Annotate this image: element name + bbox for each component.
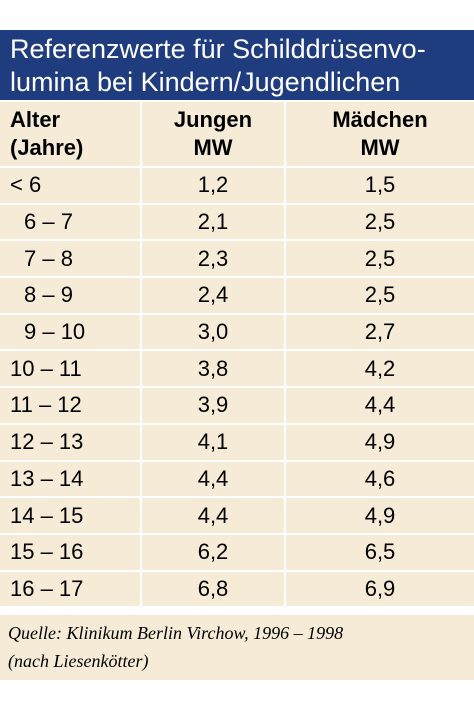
table-row: 6 – 7 2,1 2,5 <box>0 204 474 240</box>
source-line: Quelle: Klinikum Berlin Virchow, 1996 – … <box>8 623 344 643</box>
table-row: 16 – 17 6,8 6,9 <box>0 571 474 607</box>
table-cell: 4,6 <box>286 461 474 497</box>
header-text: Mädchen <box>332 107 428 132</box>
header-text: MW <box>360 135 400 160</box>
table-cell: 2,3 <box>142 241 284 277</box>
table-cell: 10 – 11 <box>0 351 140 387</box>
title-line: lumina bei Kindern/Jugendlichen <box>10 67 401 97</box>
table: Alter (Jahre) Jungen MW Mädchen MW < 6 1,2 1,5 6 … <box>0 102 474 608</box>
table-cell: 2,7 <box>286 314 474 350</box>
table-cell: 6,9 <box>286 571 474 607</box>
table-cell: 2,5 <box>286 241 474 277</box>
table-cell: 11 – 12 <box>0 388 140 423</box>
table-cell: 3,0 <box>142 314 284 350</box>
header-text: MW <box>193 135 233 160</box>
table-row: 7 – 8 2,3 2,5 <box>0 241 474 277</box>
table-cell: 12 – 13 <box>0 424 140 460</box>
table-cell: 1,2 <box>142 168 284 203</box>
table-cell: 3,8 <box>142 351 284 387</box>
header-text: (Jahre) <box>10 135 84 160</box>
table-row: 9 – 10 3,0 2,7 <box>0 314 474 350</box>
table-cell: 4,9 <box>286 424 474 460</box>
table-cell: 8 – 9 <box>0 278 140 313</box>
table-cell: 6 – 7 <box>0 204 140 240</box>
table-cell: 4,4 <box>142 498 284 533</box>
header-cell: Mädchen MW <box>286 102 474 166</box>
source: Quelle: Klinikum Berlin Virchow, 1996 – … <box>0 615 474 680</box>
table-cell: 14 – 15 <box>0 498 140 533</box>
header-cell: Jungen MW <box>142 102 284 166</box>
title-line: Referenzwerte für Schilddrüsenvo- <box>10 34 426 64</box>
table-cell: 6,5 <box>286 534 474 570</box>
table-cell: 13 – 14 <box>0 461 140 497</box>
table-row: 13 – 14 4,4 4,6 <box>0 461 474 497</box>
table-cell: 16 – 17 <box>0 571 140 607</box>
table-row: < 6 1,2 1,5 <box>0 168 474 203</box>
table-cell: 2,5 <box>286 278 474 313</box>
table-cell: 4,1 <box>142 424 284 460</box>
source-line: (nach Liesenkötter) <box>8 651 149 671</box>
header-cell: Alter (Jahre) <box>0 102 140 166</box>
table-cell: 15 – 16 <box>0 534 140 570</box>
header-row: Alter (Jahre) Jungen MW Mädchen MW <box>0 102 474 166</box>
title: Referenzwerte für Schilddrüsenvo-lumina … <box>0 30 474 100</box>
header-text: Jungen <box>173 107 253 132</box>
table-cell: 4,4 <box>286 388 474 423</box>
table-cell: 6,2 <box>142 534 284 570</box>
table-row: 10 – 11 3,8 4,2 <box>0 351 474 387</box>
table-cell: 2,1 <box>142 204 284 240</box>
table-row: 11 – 12 3,9 4,4 <box>0 388 474 423</box>
header-text: Alter <box>10 107 61 132</box>
table-cell: 7 – 8 <box>0 241 140 277</box>
table-cell: 4,2 <box>286 351 474 387</box>
table-row: 12 – 13 4,1 4,9 <box>0 424 474 460</box>
table-cell: 4,4 <box>142 461 284 497</box>
table-cell: 2,5 <box>286 204 474 240</box>
table-cell: < 6 <box>0 168 140 203</box>
table-cell: 6,8 <box>142 571 284 607</box>
table-row: 14 – 15 4,4 4,9 <box>0 498 474 533</box>
table-cell: 2,4 <box>142 278 284 313</box>
table-cell: 1,5 <box>286 168 474 203</box>
table-row: 15 – 16 6,2 6,5 <box>0 534 474 570</box>
table-cell: 9 – 10 <box>0 314 140 350</box>
table-row: 8 – 9 2,4 2,5 <box>0 278 474 313</box>
table-cell: 3,9 <box>142 388 284 423</box>
table-cell: 4,9 <box>286 498 474 533</box>
